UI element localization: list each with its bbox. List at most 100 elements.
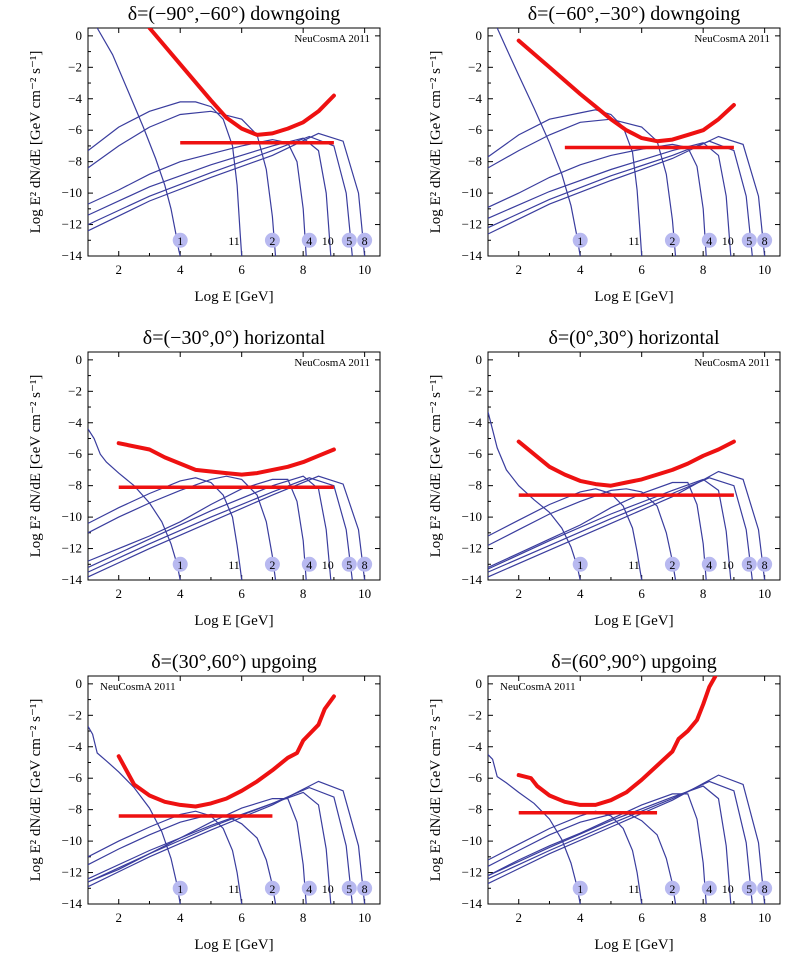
x-tick-label: 2 <box>515 586 522 601</box>
spectrum-line-2 <box>488 810 643 904</box>
source-marker-label: 11 <box>628 558 640 572</box>
source-marker-label: 1 <box>177 558 183 572</box>
x-tick-label: 6 <box>638 910 645 925</box>
y-tick-label: 0 <box>76 352 83 367</box>
watermark-label: NeuCosmA 2011 <box>694 33 770 45</box>
x-axis-label: Log E [GeV] <box>194 613 273 629</box>
chart-title: δ=(60°,90°) upgoing <box>551 651 717 673</box>
x-tick-label: 2 <box>115 586 122 601</box>
y-axis-label: Log E² dN/dE [GeV cm⁻² s⁻¹] <box>28 51 44 234</box>
chart-panel-1: δ=(−90°,−60°) downgoing 0 −2 −4 −6 −8 −10 −12 −1… <box>0 0 400 324</box>
y-tick-label: 0 <box>476 352 483 367</box>
y-tick-label: −4 <box>468 415 482 430</box>
spectrum-line-1 <box>96 28 181 256</box>
x-tick-label: 6 <box>638 586 645 601</box>
x-tick-label: 10 <box>758 910 771 925</box>
spectrum-line-5 <box>488 478 732 580</box>
x-axis-label: Log E [GeV] <box>594 937 673 953</box>
source-marker-label: 1 <box>577 558 583 572</box>
spectrum-line-1 <box>496 28 581 256</box>
source-marker-circle <box>172 232 188 248</box>
differential-limit-curve <box>516 38 736 144</box>
differential-limit-curve <box>116 441 336 477</box>
y-tick-label: −6 <box>68 122 82 137</box>
source-marker-label: 10 <box>722 234 734 248</box>
y-tick-label: −4 <box>68 91 82 106</box>
spectrum-line-4 <box>88 138 307 256</box>
spectrum-line-2 <box>88 810 243 904</box>
source-marker-label: 4 <box>706 882 712 896</box>
plot-frame <box>487 675 781 905</box>
x-tick-label: 6 <box>238 262 245 277</box>
y-tick-label: −6 <box>468 770 482 785</box>
y-tick-label: −10 <box>462 509 482 524</box>
source-marker-circle <box>757 232 773 248</box>
chart-title: δ=(30°,60°) upgoing <box>151 651 317 673</box>
spectrum-line-3 <box>488 118 677 256</box>
spectrum-line-5 <box>88 475 332 580</box>
source-marker-circle <box>357 232 373 248</box>
source-marker-circle <box>301 556 317 572</box>
source-marker-label: 5 <box>346 882 352 896</box>
y-tick-label: −6 <box>468 446 482 461</box>
source-marker-circle <box>172 556 188 572</box>
y-tick-label: −14 <box>462 896 483 911</box>
x-tick-label: 8 <box>700 586 707 601</box>
spectrum-line-1 <box>88 428 181 580</box>
plot-frame <box>487 351 781 581</box>
chart-panel-5: δ=(30°,60°) upgoing 0 −2 −4 −6 −8 −10 −12 −14 2 4 6… <box>0 648 400 972</box>
x-tick-label: 4 <box>577 262 584 277</box>
y-tick-label: −12 <box>62 541 82 556</box>
chart-title: δ=(−90°,−60°) downgoing <box>128 3 341 25</box>
differential-limit-curve <box>116 694 336 809</box>
spectrum-line-4 <box>488 793 707 904</box>
chart-title: δ=(−30°,0°) horizontal <box>143 327 326 349</box>
spectrum-line-2 <box>88 101 243 256</box>
plot-area <box>88 428 366 580</box>
y-tick-label: −2 <box>468 383 482 398</box>
source-marker-label: 2 <box>669 882 675 896</box>
source-marker-label: 4 <box>706 234 712 248</box>
x-tick-label: 4 <box>577 586 584 601</box>
chart-svg: δ=(30°,60°) upgoing 0 −2 −4 −6 −8 −10 −12 −14 2 4 6… <box>28 651 381 953</box>
differential-limit-curve <box>147 28 336 137</box>
y-tick-label: −2 <box>468 707 482 722</box>
y-tick-label: 0 <box>76 676 83 691</box>
plot-area <box>88 694 366 904</box>
source-marker-label: 5 <box>746 234 752 248</box>
x-tick-label: 2 <box>515 910 522 925</box>
y-tick-label: −2 <box>68 383 82 398</box>
source-marker-label: 8 <box>762 234 768 248</box>
source-marker-circle <box>572 880 588 896</box>
source-marker-label: 10 <box>322 558 334 572</box>
y-tick-label: −8 <box>468 478 482 493</box>
chart-panel-2: δ=(−60°,−30°) downgoing 0 −2 −4 −6 −8 −10 −12 −1… <box>400 0 800 324</box>
plot-area <box>488 676 766 904</box>
y-tick-label: −12 <box>62 217 82 232</box>
source-marker-circle <box>341 232 357 248</box>
source-marker-label: 4 <box>306 234 312 248</box>
x-tick-label: 6 <box>238 586 245 601</box>
x-axis-label: Log E [GeV] <box>194 937 273 953</box>
y-tick-label: 0 <box>76 28 83 43</box>
chart-panel-4: δ=(0°,30°) horizontal 0 −2 −4 −6 −8 −10 −12 −14 2… <box>400 324 800 648</box>
chart-svg: δ=(−60°,−30°) downgoing 0 −2 −4 −6 −8 −10 −12 −1… <box>428 3 781 305</box>
y-tick-label: −2 <box>68 707 82 722</box>
source-marker-label: 11 <box>628 882 640 896</box>
source-marker-circle <box>357 880 373 896</box>
source-marker-label: 2 <box>269 558 275 572</box>
source-marker-circle <box>341 556 357 572</box>
spectrum-line-7 <box>88 780 366 904</box>
source-marker-label: 11 <box>228 234 240 248</box>
spectrum-line-7 <box>488 774 766 904</box>
y-tick-label: −12 <box>462 541 482 556</box>
source-marker-label: 11 <box>228 882 240 896</box>
watermark-label: NeuCosmA 2011 <box>694 357 770 369</box>
x-axis-label: Log E [GeV] <box>594 289 673 305</box>
x-tick-label: 2 <box>515 262 522 277</box>
y-axis-label: Log E² dN/dE [GeV cm⁻² s⁻¹] <box>28 699 44 882</box>
x-tick-label: 6 <box>238 910 245 925</box>
y-tick-label: −10 <box>62 833 82 848</box>
x-tick-label: 4 <box>177 262 184 277</box>
source-marker-circle <box>264 232 280 248</box>
